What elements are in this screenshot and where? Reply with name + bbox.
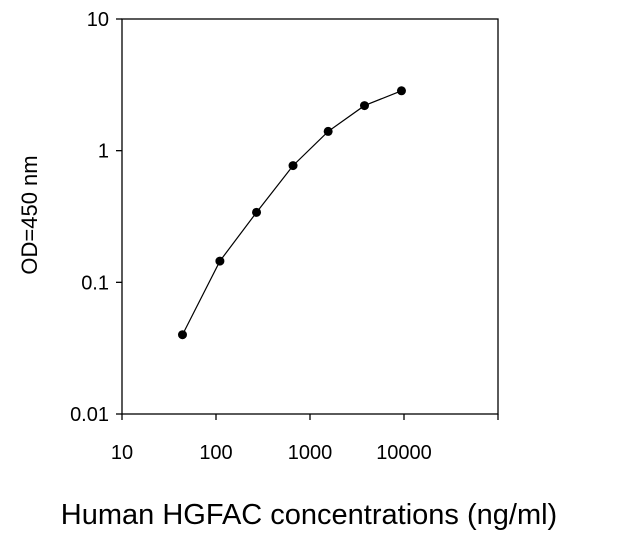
data-point bbox=[359, 101, 369, 111]
series-layer bbox=[177, 86, 406, 340]
data-point bbox=[396, 86, 406, 96]
data-point bbox=[177, 330, 187, 340]
plot-border bbox=[121, 18, 499, 415]
data-point bbox=[252, 207, 262, 217]
x-tick-label: 10000 bbox=[376, 442, 432, 464]
data-point bbox=[288, 161, 298, 171]
y-tick-label: 0.01 bbox=[70, 404, 109, 426]
x-tick-label: 1000 bbox=[288, 442, 333, 464]
data-point bbox=[323, 126, 333, 136]
y-tick-label: 10 bbox=[87, 9, 109, 31]
x-tick-label: 10 bbox=[111, 442, 133, 464]
data-point bbox=[215, 256, 225, 266]
y-tick-label: 0.1 bbox=[81, 272, 109, 294]
y-axis-label: OD=450 nm bbox=[17, 155, 42, 274]
plot-frame bbox=[121, 18, 499, 415]
series-line bbox=[181, 90, 402, 336]
x-tick-label: 100 bbox=[199, 442, 232, 464]
y-tick-label: 1 bbox=[98, 141, 109, 163]
x-axis-ticks: 10 100 1000 10000 bbox=[111, 414, 499, 464]
y-axis-ticks: 10 1 0.1 0.01 bbox=[70, 9, 122, 426]
x-axis-label: Human HGFAC concentrations (ng/ml) bbox=[61, 499, 557, 531]
